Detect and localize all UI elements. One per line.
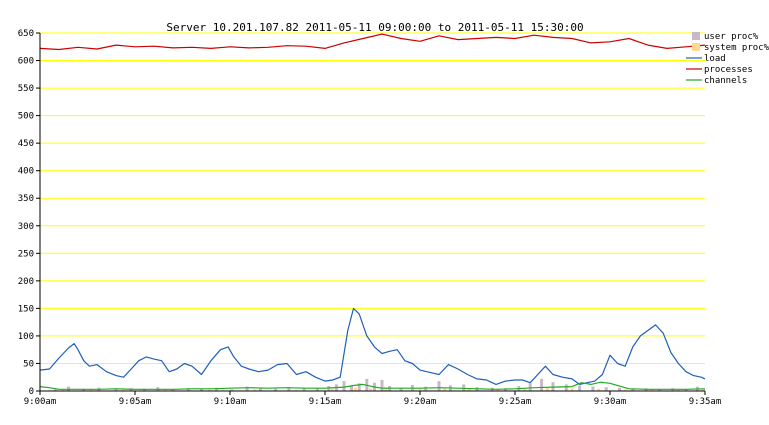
system-proc-bar — [122, 389, 126, 391]
y-axis-ticks: 0 50 100 150 200 250 300 350 400 450 500 550 600 650 — [18, 29, 40, 397]
user-proc-bar — [114, 389, 118, 391]
axes — [39, 33, 705, 392]
system-proc-bar — [163, 389, 167, 391]
user-proc-bar — [245, 386, 249, 391]
legend-label: channels — [704, 76, 747, 86]
x-tick-label: 9:15am — [309, 397, 342, 407]
user-proc-bar — [302, 387, 306, 391]
system-proc-bar — [545, 387, 549, 391]
x-tick-label: 9:05am — [119, 397, 152, 407]
legend-label: load — [704, 54, 726, 64]
system-proc-bars — [61, 387, 705, 391]
x-axis-ticks: 9:00am 9:05am 9:10am 9:15am 9:20am 9:25am 9:30… — [24, 391, 722, 407]
y-tick-label: 400 — [18, 167, 34, 177]
user-proc-bar — [462, 384, 466, 391]
y-tick-label: 350 — [18, 194, 34, 204]
x-tick-label: 9:30am — [594, 397, 627, 407]
system-proc-bar — [523, 388, 526, 391]
user-proc-bar — [399, 387, 403, 391]
legend-label: system proc% — [704, 43, 769, 53]
system-proc-bar — [467, 388, 471, 391]
y-tick-label: 150 — [18, 304, 34, 314]
user-proc-bar — [437, 381, 441, 391]
system-proc-bar — [443, 388, 447, 391]
system-proc-bar — [570, 388, 574, 391]
user-proc-bar — [528, 383, 532, 391]
system-proc-bar — [207, 389, 211, 391]
y-tick-label: 300 — [18, 222, 34, 232]
chart-title: Server 10.201.107.82 2011-05-11 09:00:00… — [166, 21, 583, 34]
y-tick-label: 50 — [23, 359, 34, 369]
system-proc-bar — [61, 389, 65, 391]
system-proc-bar — [597, 388, 601, 391]
user-proc-bar — [357, 383, 361, 391]
system-proc-bar — [650, 389, 654, 391]
legend-label: user proc% — [704, 32, 759, 42]
system-proc-bar — [701, 389, 705, 391]
user-proc-bar — [564, 384, 568, 391]
user-proc-bar — [604, 387, 608, 391]
user-proc-bar — [287, 387, 291, 391]
x-tick-label: 9:25am — [499, 397, 532, 407]
user-proc-bar — [200, 388, 203, 391]
y-tick-label: 250 — [18, 249, 34, 259]
user-proc-bar — [578, 385, 582, 391]
x-tick-label: 9:00am — [24, 397, 57, 407]
user-proc-bar — [171, 389, 175, 391]
x-tick-label: 9:35am — [689, 397, 722, 407]
system-proc-bar — [496, 389, 500, 391]
user-proc-bar — [350, 385, 354, 391]
legend-swatch — [692, 43, 700, 51]
system-proc-bar — [623, 389, 627, 391]
system-proc-bar — [676, 389, 680, 391]
user-proc-bar — [215, 387, 219, 391]
grid — [40, 32, 705, 364]
legend: user proc%system proc%loadprocesseschann… — [686, 32, 769, 86]
system-proc-bar — [89, 389, 93, 391]
user-proc-bar — [540, 378, 544, 391]
system-proc-bar — [295, 389, 298, 391]
y-tick-label: 450 — [18, 139, 34, 149]
legend-label: processes — [704, 65, 753, 75]
y-tick-label: 100 — [18, 332, 34, 342]
y-tick-label: 550 — [18, 84, 34, 94]
user-proc-bar — [591, 386, 595, 391]
system-proc-bar — [369, 388, 373, 391]
y-tick-label: 600 — [18, 57, 34, 67]
user-proc-bar — [631, 388, 635, 391]
system-proc-bar — [331, 388, 335, 391]
user-proc-bar — [186, 388, 190, 391]
y-tick-label: 0 — [29, 387, 34, 397]
x-tick-label: 9:20am — [404, 397, 437, 407]
user-proc-bar — [274, 388, 278, 391]
system-proc-bar — [353, 387, 357, 391]
system-proc-bar — [253, 389, 257, 391]
y-tick-label: 200 — [18, 277, 34, 287]
user-proc-bar — [53, 389, 57, 391]
user-proc-bar — [424, 386, 428, 391]
legend-swatch — [692, 32, 700, 40]
user-proc-bar — [342, 381, 346, 391]
user-proc-bar — [258, 388, 262, 391]
y-tick-label: 650 — [18, 29, 34, 39]
series-line-processes — [39, 33, 706, 51]
user-proc-bar — [315, 388, 319, 391]
y-tick-label: 500 — [18, 112, 34, 122]
series-line-channels — [39, 381, 706, 390]
system-proc-bar — [384, 387, 388, 391]
user-proc-bar — [618, 387, 621, 391]
user-proc-bar — [380, 379, 384, 391]
series-lines — [39, 33, 706, 390]
system-proc-bar — [418, 388, 422, 391]
x-tick-label: 9:10am — [214, 397, 247, 407]
series-line-load — [39, 307, 706, 385]
user-proc-bar — [230, 389, 234, 391]
